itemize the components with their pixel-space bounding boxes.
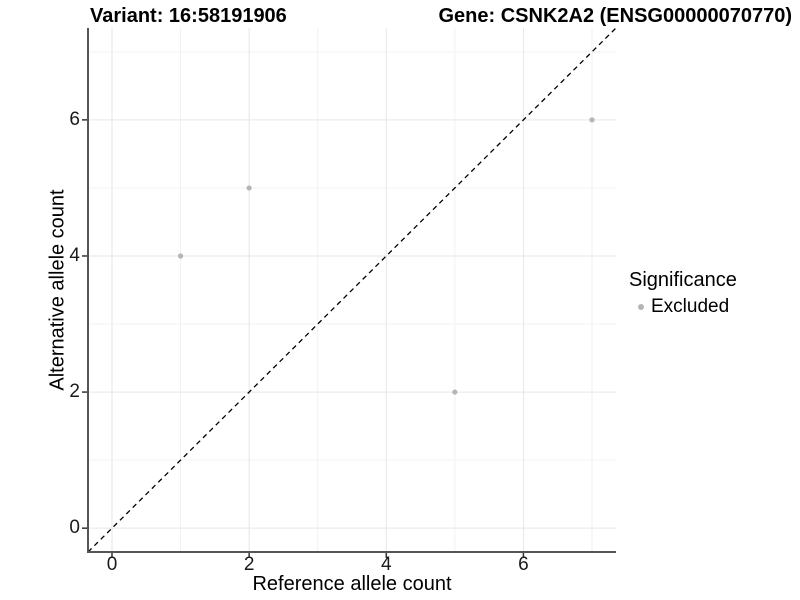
legend-item-excluded: Excluded [629, 296, 737, 318]
plot-title-variant: Variant: 16:58191906 [90, 5, 287, 27]
data-point [589, 117, 595, 123]
legend-item-label: Excluded [651, 296, 730, 317]
x-axis-title: Reference allele count [252, 573, 452, 595]
x-tick-label: 2 [243, 554, 255, 575]
identity-line [87, 27, 617, 553]
plot-title-gene: Gene: CSNK2A2 (ENSG00000070770) [438, 5, 792, 27]
x-tick-label: 6 [518, 554, 529, 575]
legend-point-icon [638, 304, 644, 310]
y-tick-label: 2 [69, 381, 80, 403]
x-tick-label: 4 [380, 554, 392, 575]
y-tick-label: 6 [69, 108, 80, 130]
y-tick-label: 4 [69, 244, 80, 266]
legend-title: Significance [629, 269, 737, 291]
data-point [246, 185, 252, 191]
x-tick-label: 0 [106, 554, 118, 575]
data-point [452, 389, 458, 395]
y-axis-title: Alternative allele count [46, 189, 69, 391]
y-tick-label: 0 [69, 517, 80, 539]
legend: Significance Excluded [629, 269, 737, 318]
data-point [177, 253, 184, 259]
